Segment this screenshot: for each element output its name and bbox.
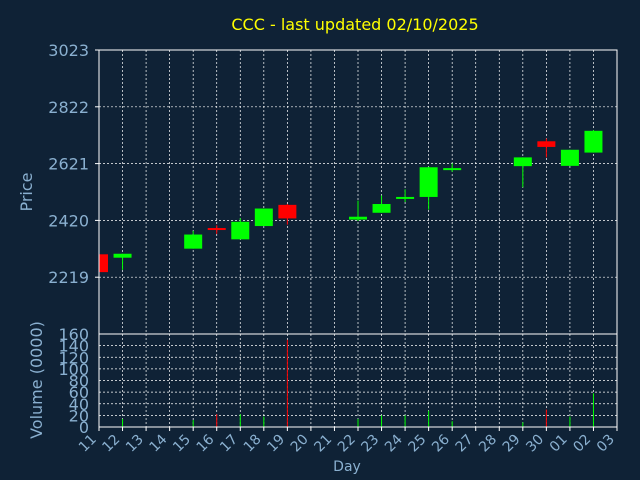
volume-axis-label: Volume (0000) [27, 321, 46, 439]
volume-tick-label: 140 [58, 337, 89, 356]
volume-tick-label: 20 [69, 406, 89, 425]
volume-bars [98, 339, 594, 427]
candle-body [419, 167, 438, 197]
price-tick-label: 3023 [48, 41, 89, 60]
price-tick-label: 2822 [48, 98, 89, 117]
candle-body [443, 168, 462, 171]
candle-body [113, 253, 132, 258]
volume-tick-label: 80 [69, 372, 89, 391]
candle-body [396, 196, 415, 199]
price-tick-label: 2621 [48, 155, 89, 174]
candle-body [254, 208, 273, 227]
price-tick-label: 2219 [48, 268, 89, 287]
price-axis-label: Price [17, 172, 36, 211]
candle-body [560, 149, 579, 166]
candle-body [99, 254, 108, 273]
candle-body [231, 221, 250, 240]
price-tick-label: 2420 [48, 211, 89, 230]
candle-body [207, 228, 226, 231]
price-grid [98, 50, 618, 334]
volume-tick-label: 60 [69, 383, 89, 402]
volume-tick-label: 160 [58, 325, 89, 344]
volume-panel-border [98, 333, 618, 428]
chart-title: CCC - last updated 02/10/2025 [231, 15, 478, 34]
volume-tick-label: 40 [69, 395, 89, 414]
candles [98, 129, 603, 273]
volume-tick-label: 120 [58, 348, 89, 367]
candle-body [584, 130, 603, 153]
candle-body [372, 204, 391, 213]
volume-tick-label: 100 [58, 360, 89, 379]
candle-body [537, 141, 556, 147]
price-ticks: 3023 2822 2621 2420 2219 [48, 41, 99, 287]
candle-body [184, 234, 203, 249]
candle-body [513, 157, 532, 167]
candle-body [278, 204, 297, 219]
candle-body [349, 216, 367, 220]
x-axis-label: Day [333, 459, 361, 475]
volume-tick-label: 0 [79, 418, 89, 437]
